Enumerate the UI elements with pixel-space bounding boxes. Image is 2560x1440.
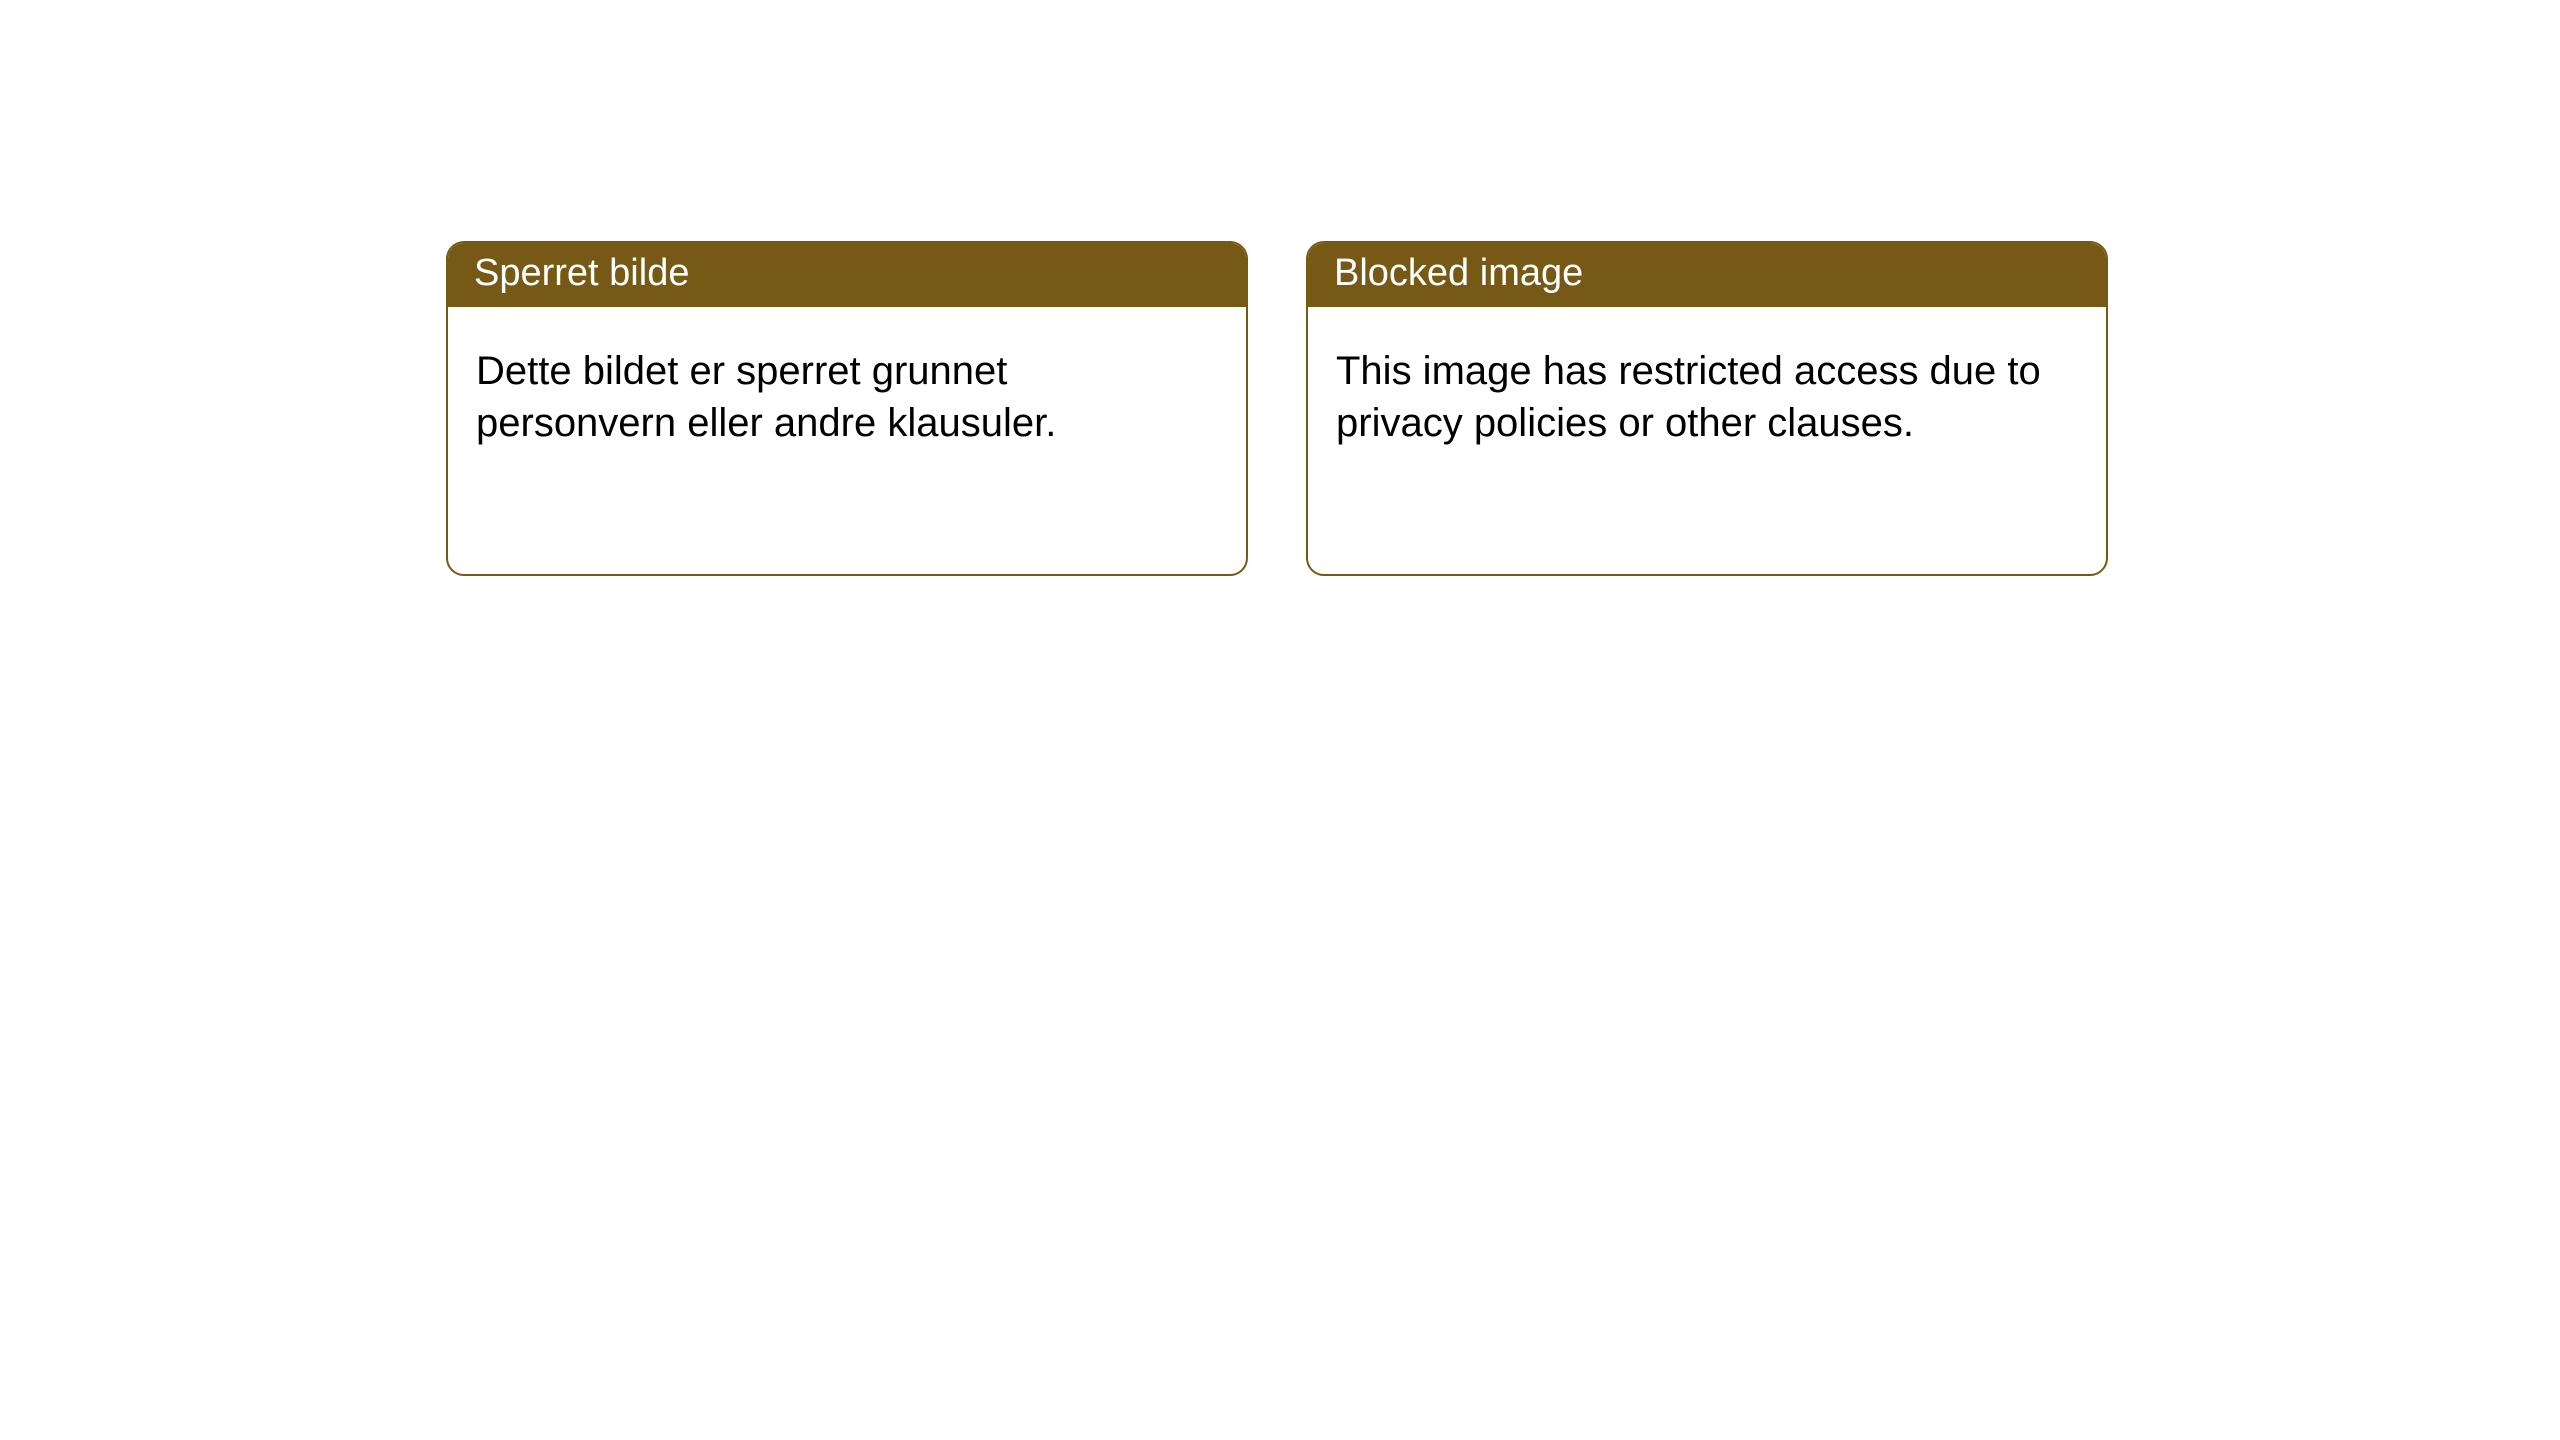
card-body: This image has restricted access due to … [1308, 307, 2106, 487]
card-body-text: Dette bildet er sperret grunnet personve… [476, 349, 1056, 445]
card-header: Sperret bilde [448, 243, 1246, 307]
card-header: Blocked image [1308, 243, 2106, 307]
card-title: Sperret bilde [474, 252, 689, 294]
card-title: Blocked image [1334, 252, 1583, 294]
card-body-text: This image has restricted access due to … [1336, 349, 2041, 445]
blocked-image-card-en: Blocked image This image has restricted … [1306, 241, 2108, 576]
card-body: Dette bildet er sperret grunnet personve… [448, 307, 1246, 487]
blocked-image-card-no: Sperret bilde Dette bildet er sperret gr… [446, 241, 1248, 576]
notice-container: Sperret bilde Dette bildet er sperret gr… [0, 0, 2560, 576]
